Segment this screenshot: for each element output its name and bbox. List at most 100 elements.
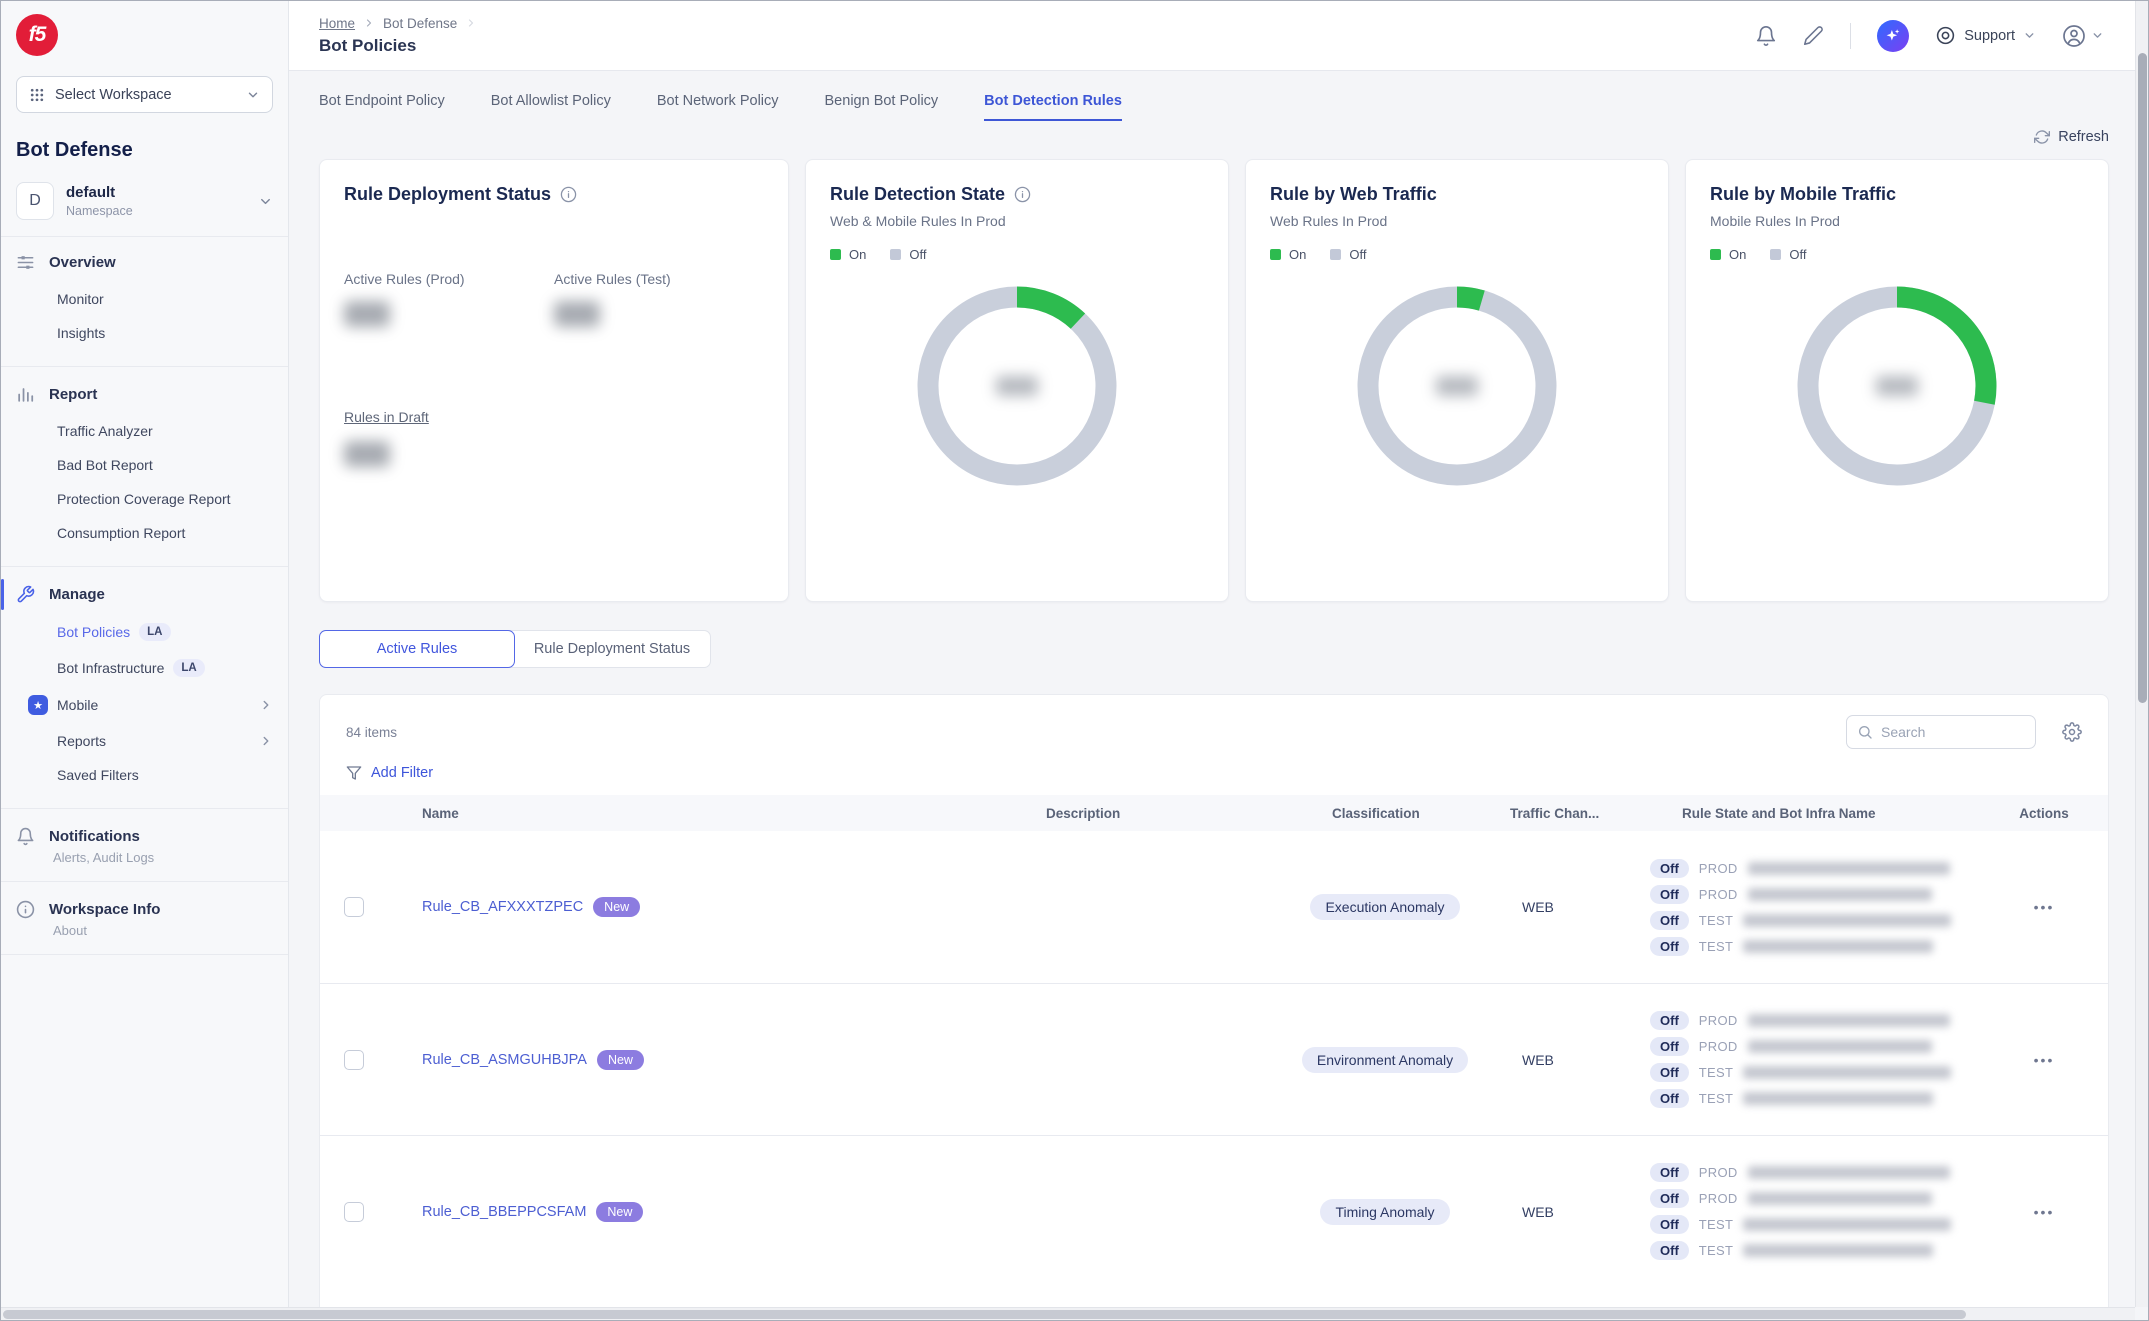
chevron-right-icon	[363, 17, 375, 29]
row-checkbox[interactable]	[344, 1049, 364, 1070]
tab-bot-allowlist-policy[interactable]: Bot Allowlist Policy	[490, 93, 611, 109]
toggle-active-rules[interactable]: Active Rules	[319, 630, 515, 668]
search-input[interactable]	[1846, 715, 2036, 749]
divider	[1, 954, 288, 955]
sidebar-item-protection-coverage-report[interactable]: Protection Coverage Report	[1, 482, 288, 516]
redacted-infra-name	[1747, 887, 1932, 901]
donut-chart	[1710, 286, 2084, 486]
env-label: TEST	[1698, 1217, 1734, 1232]
namespace-selector[interactable]: D default Namespace	[16, 182, 273, 220]
tab-bot-network-policy[interactable]: Bot Network Policy	[656, 93, 779, 109]
row-checkbox[interactable]	[344, 897, 364, 917]
workspace-info-sublabel: About	[53, 923, 87, 938]
divider	[1, 366, 288, 367]
rules-in-draft-link[interactable]: Rules in Draft	[344, 409, 429, 425]
redacted-value	[554, 301, 600, 327]
table-row: Rule_CB_BBEPPCSFAM New Timing Anomaly WE…	[320, 1135, 2108, 1287]
sidebar-item-mobile[interactable]: ★ Mobile	[1, 686, 288, 724]
rule-name-link[interactable]: Rule_CB_BBEPPCSFAM	[422, 1203, 587, 1220]
sidebar-item-workspace-info[interactable]: Workspace Info	[1, 890, 288, 929]
sidebar-item-monitor[interactable]: Monitor	[1, 282, 288, 316]
env-label: PROD	[1698, 860, 1738, 876]
sidebar-item-traffic-analyzer[interactable]: Traffic Analyzer	[1, 414, 288, 448]
overview-icon	[16, 253, 35, 272]
toggle-rule-deployment-status[interactable]: Rule Deployment Status	[533, 641, 691, 657]
vertical-scrollbar[interactable]	[2135, 1, 2148, 1307]
card-title: Rule Deployment Status	[344, 184, 552, 204]
sidebar-nav: Overview Monitor Insights Report Traf	[1, 237, 288, 955]
horizontal-scrollbar-thumb[interactable]	[3, 1310, 1967, 1319]
legend-on-swatch	[1270, 249, 1281, 260]
sidebar-item-label: Workspace Info	[49, 901, 161, 918]
rule-name-link[interactable]: Rule_CB_AFXXXTZPEC	[422, 899, 584, 915]
column-header-name: Name	[422, 805, 459, 821]
row-actions-menu[interactable]: •••	[2033, 1203, 2055, 1220]
sidebar-item-insights[interactable]: Insights	[1, 316, 288, 350]
info-icon[interactable]	[1014, 186, 1031, 203]
main-area: Home Bot Defense Bot Policies	[289, 1, 2148, 1320]
tab-bot-endpoint-policy[interactable]: Bot Endpoint Policy	[319, 93, 445, 109]
sidebar-item-report[interactable]: Report	[1, 375, 288, 414]
workspace-selector[interactable]: Select Workspace	[16, 76, 273, 113]
vertical-scrollbar-thumb[interactable]	[2138, 53, 2147, 703]
search-field[interactable]	[1881, 724, 2011, 740]
legend-on-swatch	[830, 249, 841, 260]
redacted-value	[344, 441, 390, 467]
policy-tabs: Bot Endpoint Policy Bot Allowlist Policy…	[319, 93, 2109, 121]
rules-table-panel: 84 items	[319, 694, 2109, 1314]
chevron-down-icon	[258, 194, 273, 209]
sidebar-item-overview[interactable]: Overview	[1, 243, 288, 282]
breadcrumb-home[interactable]: Home	[319, 15, 356, 31]
env-label: PROD	[1698, 1191, 1738, 1206]
row-actions-menu[interactable]: •••	[2033, 899, 2055, 915]
add-filter-button[interactable]: Add Filter	[346, 765, 2108, 781]
sidebar-item-saved-filters[interactable]: Saved Filters	[1, 758, 288, 792]
sidebar-item-bot-infrastructure[interactable]: Bot Infrastructure LA	[1, 650, 288, 686]
divider	[1850, 22, 1852, 49]
row-checkbox[interactable]	[344, 1201, 364, 1222]
sidebar-item-label: Monitor	[57, 291, 104, 307]
env-label: TEST	[1698, 912, 1734, 928]
env-label: TEST	[1698, 938, 1734, 954]
sidebar-item-manage[interactable]: Manage	[1, 575, 288, 614]
tab-benign-bot-policy[interactable]: Benign Bot Policy	[824, 93, 939, 109]
redacted-infra-name	[1743, 1066, 1952, 1079]
sidebar-item-bot-policies[interactable]: Bot Policies LA	[1, 614, 288, 650]
rule-name-link[interactable]: Rule_CB_ASMGUHBJPA	[422, 1051, 587, 1068]
summary-cards: Rule Deployment Status Active Rules (Pro…	[319, 159, 2109, 602]
breadcrumb-current: Bot Defense	[383, 15, 458, 31]
rule-states: Off PROD Off PROD Off TEST Off TEST	[1650, 858, 1980, 956]
add-filter-label: Add Filter	[371, 765, 434, 781]
ai-assistant-icon[interactable]	[1877, 19, 1910, 52]
state-badge: Off	[1650, 858, 1689, 878]
horizontal-scrollbar[interactable]	[1, 1307, 2135, 1320]
column-header-traffic-channel: Traffic Chan...	[1510, 805, 1600, 821]
chevron-right-icon	[465, 17, 477, 29]
traffic-channel: WEB	[1522, 899, 1554, 915]
tab-bot-detection-rules[interactable]: Bot Detection Rules	[984, 93, 1122, 121]
workspace-selector-label: Select Workspace	[55, 86, 172, 103]
card-title: Rule Detection State	[830, 184, 1006, 204]
legend-off-label: Off	[1349, 247, 1367, 262]
support-menu[interactable]: Support	[1935, 25, 2036, 46]
items-count: 84 items	[346, 724, 398, 740]
pen-icon[interactable]	[1803, 25, 1824, 46]
bell-icon	[16, 827, 35, 846]
env-label: PROD	[1698, 1039, 1738, 1054]
traffic-channel: WEB	[1522, 1203, 1554, 1220]
bell-icon[interactable]	[1755, 25, 1777, 47]
row-actions-menu[interactable]: •••	[2033, 1051, 2055, 1068]
sidebar-item-consumption-report[interactable]: Consumption Report	[1, 516, 288, 550]
sidebar-item-label: Traffic Analyzer	[57, 423, 153, 439]
redacted-value	[344, 301, 390, 327]
sidebar-item-bad-bot-report[interactable]: Bad Bot Report	[1, 448, 288, 482]
refresh-button[interactable]: Refresh	[2034, 129, 2109, 145]
info-icon[interactable]	[560, 186, 577, 203]
redacted-value	[1436, 376, 1478, 396]
sidebar-item-notifications[interactable]: Notifications	[1, 817, 288, 856]
sidebar-item-reports[interactable]: Reports	[1, 724, 288, 758]
gear-icon[interactable]	[2062, 722, 2082, 742]
account-menu[interactable]	[2062, 24, 2104, 48]
env-label: PROD	[1698, 1013, 1738, 1028]
